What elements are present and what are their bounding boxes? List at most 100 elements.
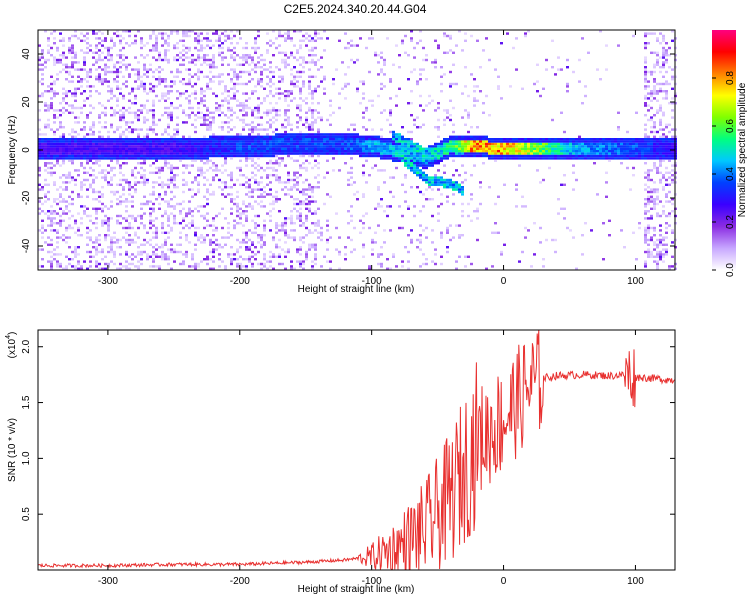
spectrogram-cell <box>128 63 131 66</box>
spectrogram-cell <box>74 150 77 153</box>
spectrogram-cell <box>182 150 185 153</box>
spectrogram-cell <box>188 68 191 71</box>
spectrogram-cell <box>275 231 278 234</box>
spectrogram-cell <box>485 140 488 143</box>
spectrogram-cell <box>545 145 548 148</box>
spectrogram-cell <box>95 246 98 249</box>
spectrogram-cell <box>389 78 392 81</box>
spectrogram-cell <box>47 152 50 155</box>
spectrogram-cell <box>395 104 398 107</box>
spectrogram-cell <box>68 202 71 206</box>
spectrogram-cell <box>308 243 311 246</box>
spectrogram-cell <box>44 183 47 186</box>
spectrogram-cell <box>170 190 173 194</box>
spectrogram-cell <box>476 140 479 143</box>
spectrogram-cell <box>257 56 260 59</box>
spectrogram-cell <box>263 195 266 198</box>
spectrogram-cell <box>68 181 71 184</box>
spectrogram-cell <box>443 150 446 153</box>
spectrogram-cell <box>71 214 74 218</box>
spectrogram-cell <box>290 229 293 232</box>
spectrogram-cell <box>269 66 272 69</box>
spectrogram-cell <box>257 140 260 143</box>
spectrogram-cell <box>239 135 242 138</box>
spectrogram-cell <box>350 238 353 242</box>
spectrogram-cell <box>242 231 245 234</box>
spectrogram-cell <box>584 145 587 148</box>
spectrogram-cell <box>311 188 314 191</box>
spectrogram-cell <box>101 147 104 150</box>
spectrogram-cell <box>131 214 134 218</box>
spectrogram-cell <box>53 142 56 146</box>
spectrogram-cell <box>563 150 566 153</box>
spectrogram-cell <box>227 49 230 52</box>
spectrogram-cell <box>107 219 110 222</box>
spectrogram-cell <box>92 152 95 155</box>
spectrogram-cell <box>116 142 119 146</box>
spectrogram-cell <box>245 42 248 45</box>
spectrogram-cell <box>158 78 161 81</box>
spectrogram-cell <box>302 145 305 148</box>
spectrogram-cell <box>323 202 326 206</box>
spectrogram-cell <box>503 145 506 148</box>
spectrogram-cell <box>368 150 371 153</box>
spectrogram-cell <box>197 32 200 35</box>
spectrogram-cell <box>305 226 308 230</box>
spectrogram-cell <box>209 241 212 244</box>
spectrogram-cell <box>440 193 443 196</box>
spectrogram-cell <box>167 154 170 158</box>
spectrogram-cell <box>155 236 158 239</box>
spectrogram-cell <box>134 219 137 222</box>
spectrogram-cell <box>305 111 308 114</box>
spectrogram-cell <box>155 37 158 40</box>
spectrogram-cell <box>83 51 86 54</box>
spectrogram-cell <box>86 145 89 148</box>
spectrogram-cell <box>311 102 314 105</box>
spectrogram-cell <box>464 255 467 258</box>
spectrogram-cell <box>167 152 170 155</box>
spectrogram-cell <box>407 78 410 81</box>
spectrogram-cell <box>194 243 197 246</box>
spectrogram-cell <box>284 234 287 237</box>
spectrogram-cell <box>125 80 128 83</box>
spectrogram-cell <box>209 159 212 162</box>
spectrogram-cell <box>185 183 188 186</box>
spectrogram-cell <box>260 123 263 126</box>
spectrogram-cell <box>59 145 62 148</box>
spectrogram-cell <box>227 63 230 66</box>
spectrogram-cell <box>44 138 47 141</box>
spectrogram-cell <box>440 75 443 78</box>
spectrogram-cell <box>515 152 518 155</box>
spectrogram-cell <box>167 178 170 182</box>
spectrogram-cell <box>449 186 452 189</box>
spectrogram-cell <box>134 241 137 244</box>
spectrogram-cell <box>80 128 83 131</box>
spectrogram-cell <box>251 121 254 124</box>
spectrogram-cell <box>173 152 176 155</box>
spectrogram-cell <box>392 157 395 160</box>
spectrogram-cell <box>245 210 248 213</box>
spectrogram-cell <box>53 121 56 124</box>
spectrogram-cell <box>104 262 107 266</box>
spectrogram-cell <box>71 61 74 64</box>
spectrogram-cell <box>206 140 209 143</box>
spectrogram-cell <box>521 142 524 146</box>
spectrogram-cell <box>134 116 137 119</box>
spectrogram-cell <box>74 68 77 71</box>
spectrogram-cell <box>491 152 494 155</box>
spectrogram-cell <box>68 46 71 50</box>
spectrogram-cell <box>443 51 446 54</box>
spectrogram-cell <box>221 181 224 184</box>
spectrogram-cell <box>218 253 221 256</box>
spectrogram-cell <box>176 166 179 170</box>
spectrogram-cell <box>68 37 71 40</box>
spectrogram-cell <box>557 138 560 141</box>
spectrogram-cell <box>206 32 209 35</box>
spectrogram-cell <box>281 142 284 146</box>
spectrogram-cell <box>185 138 188 141</box>
spectrogram-cell <box>263 147 266 150</box>
spectrogram-cell <box>245 123 248 126</box>
spectrogram-cell <box>503 154 506 158</box>
spectrogram-cell <box>299 106 302 110</box>
spectrogram-cell <box>275 255 278 258</box>
